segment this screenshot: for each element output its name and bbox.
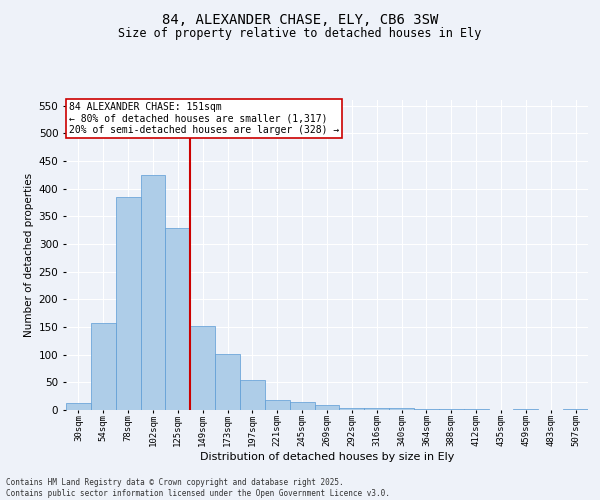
Bar bbox=[414, 409, 439, 410]
Bar bbox=[140, 174, 166, 410]
Bar bbox=[166, 228, 190, 410]
Text: Size of property relative to detached houses in Ely: Size of property relative to detached ho… bbox=[118, 28, 482, 40]
Bar bbox=[464, 409, 488, 410]
Bar bbox=[116, 197, 140, 410]
Bar bbox=[91, 322, 116, 410]
Text: 84 ALEXANDER CHASE: 151sqm
← 80% of detached houses are smaller (1,317)
20% of s: 84 ALEXANDER CHASE: 151sqm ← 80% of deta… bbox=[68, 102, 339, 134]
Y-axis label: Number of detached properties: Number of detached properties bbox=[25, 173, 34, 337]
Bar bbox=[290, 402, 314, 410]
Bar bbox=[190, 326, 215, 410]
Bar bbox=[66, 404, 91, 410]
X-axis label: Distribution of detached houses by size in Ely: Distribution of detached houses by size … bbox=[200, 452, 454, 462]
Text: 84, ALEXANDER CHASE, ELY, CB6 3SW: 84, ALEXANDER CHASE, ELY, CB6 3SW bbox=[162, 12, 438, 26]
Bar bbox=[389, 408, 414, 410]
Bar bbox=[314, 405, 340, 410]
Bar bbox=[240, 380, 265, 410]
Bar bbox=[340, 408, 364, 410]
Text: Contains HM Land Registry data © Crown copyright and database right 2025.
Contai: Contains HM Land Registry data © Crown c… bbox=[6, 478, 390, 498]
Bar bbox=[563, 409, 588, 410]
Bar bbox=[215, 354, 240, 410]
Bar bbox=[364, 408, 389, 410]
Bar bbox=[265, 400, 290, 410]
